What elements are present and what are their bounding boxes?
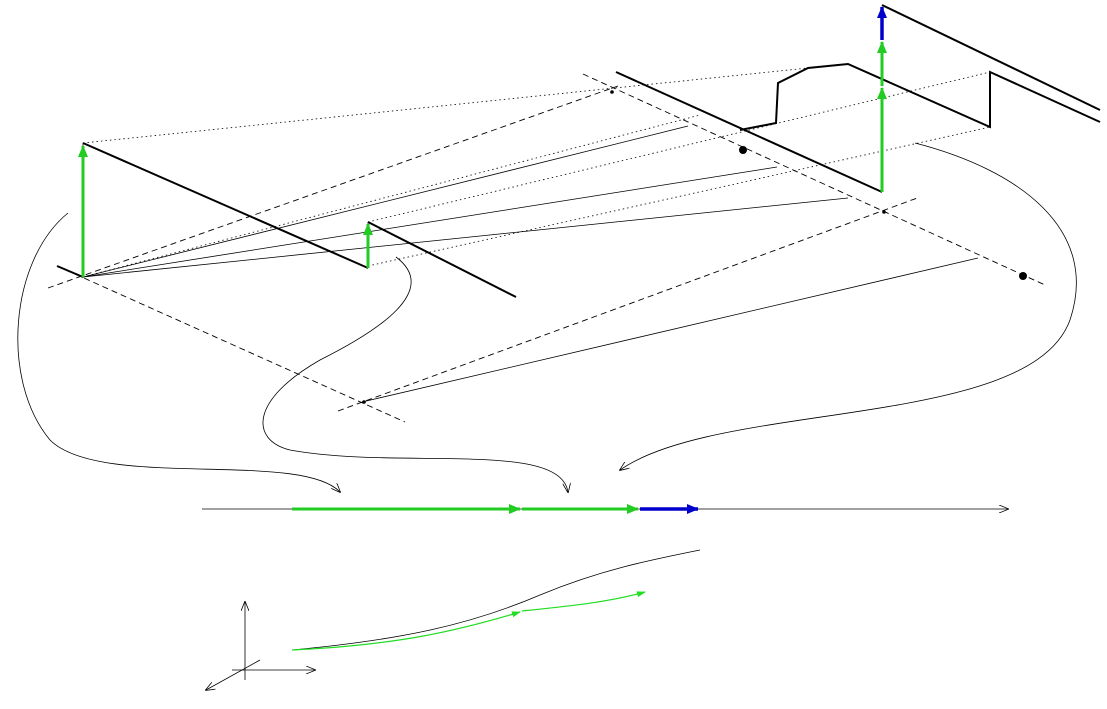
right-profile — [615, 4, 1101, 193]
points — [362, 90, 1027, 404]
coordinate-axes — [206, 602, 315, 690]
bottom-curves — [291, 549, 701, 651]
projection-lines — [82, 125, 979, 403]
dotted-lines — [82, 67, 991, 278]
dashed-lines — [47, 73, 1046, 423]
curved-arrows — [17, 142, 1077, 492]
left-profile — [56, 142, 517, 298]
